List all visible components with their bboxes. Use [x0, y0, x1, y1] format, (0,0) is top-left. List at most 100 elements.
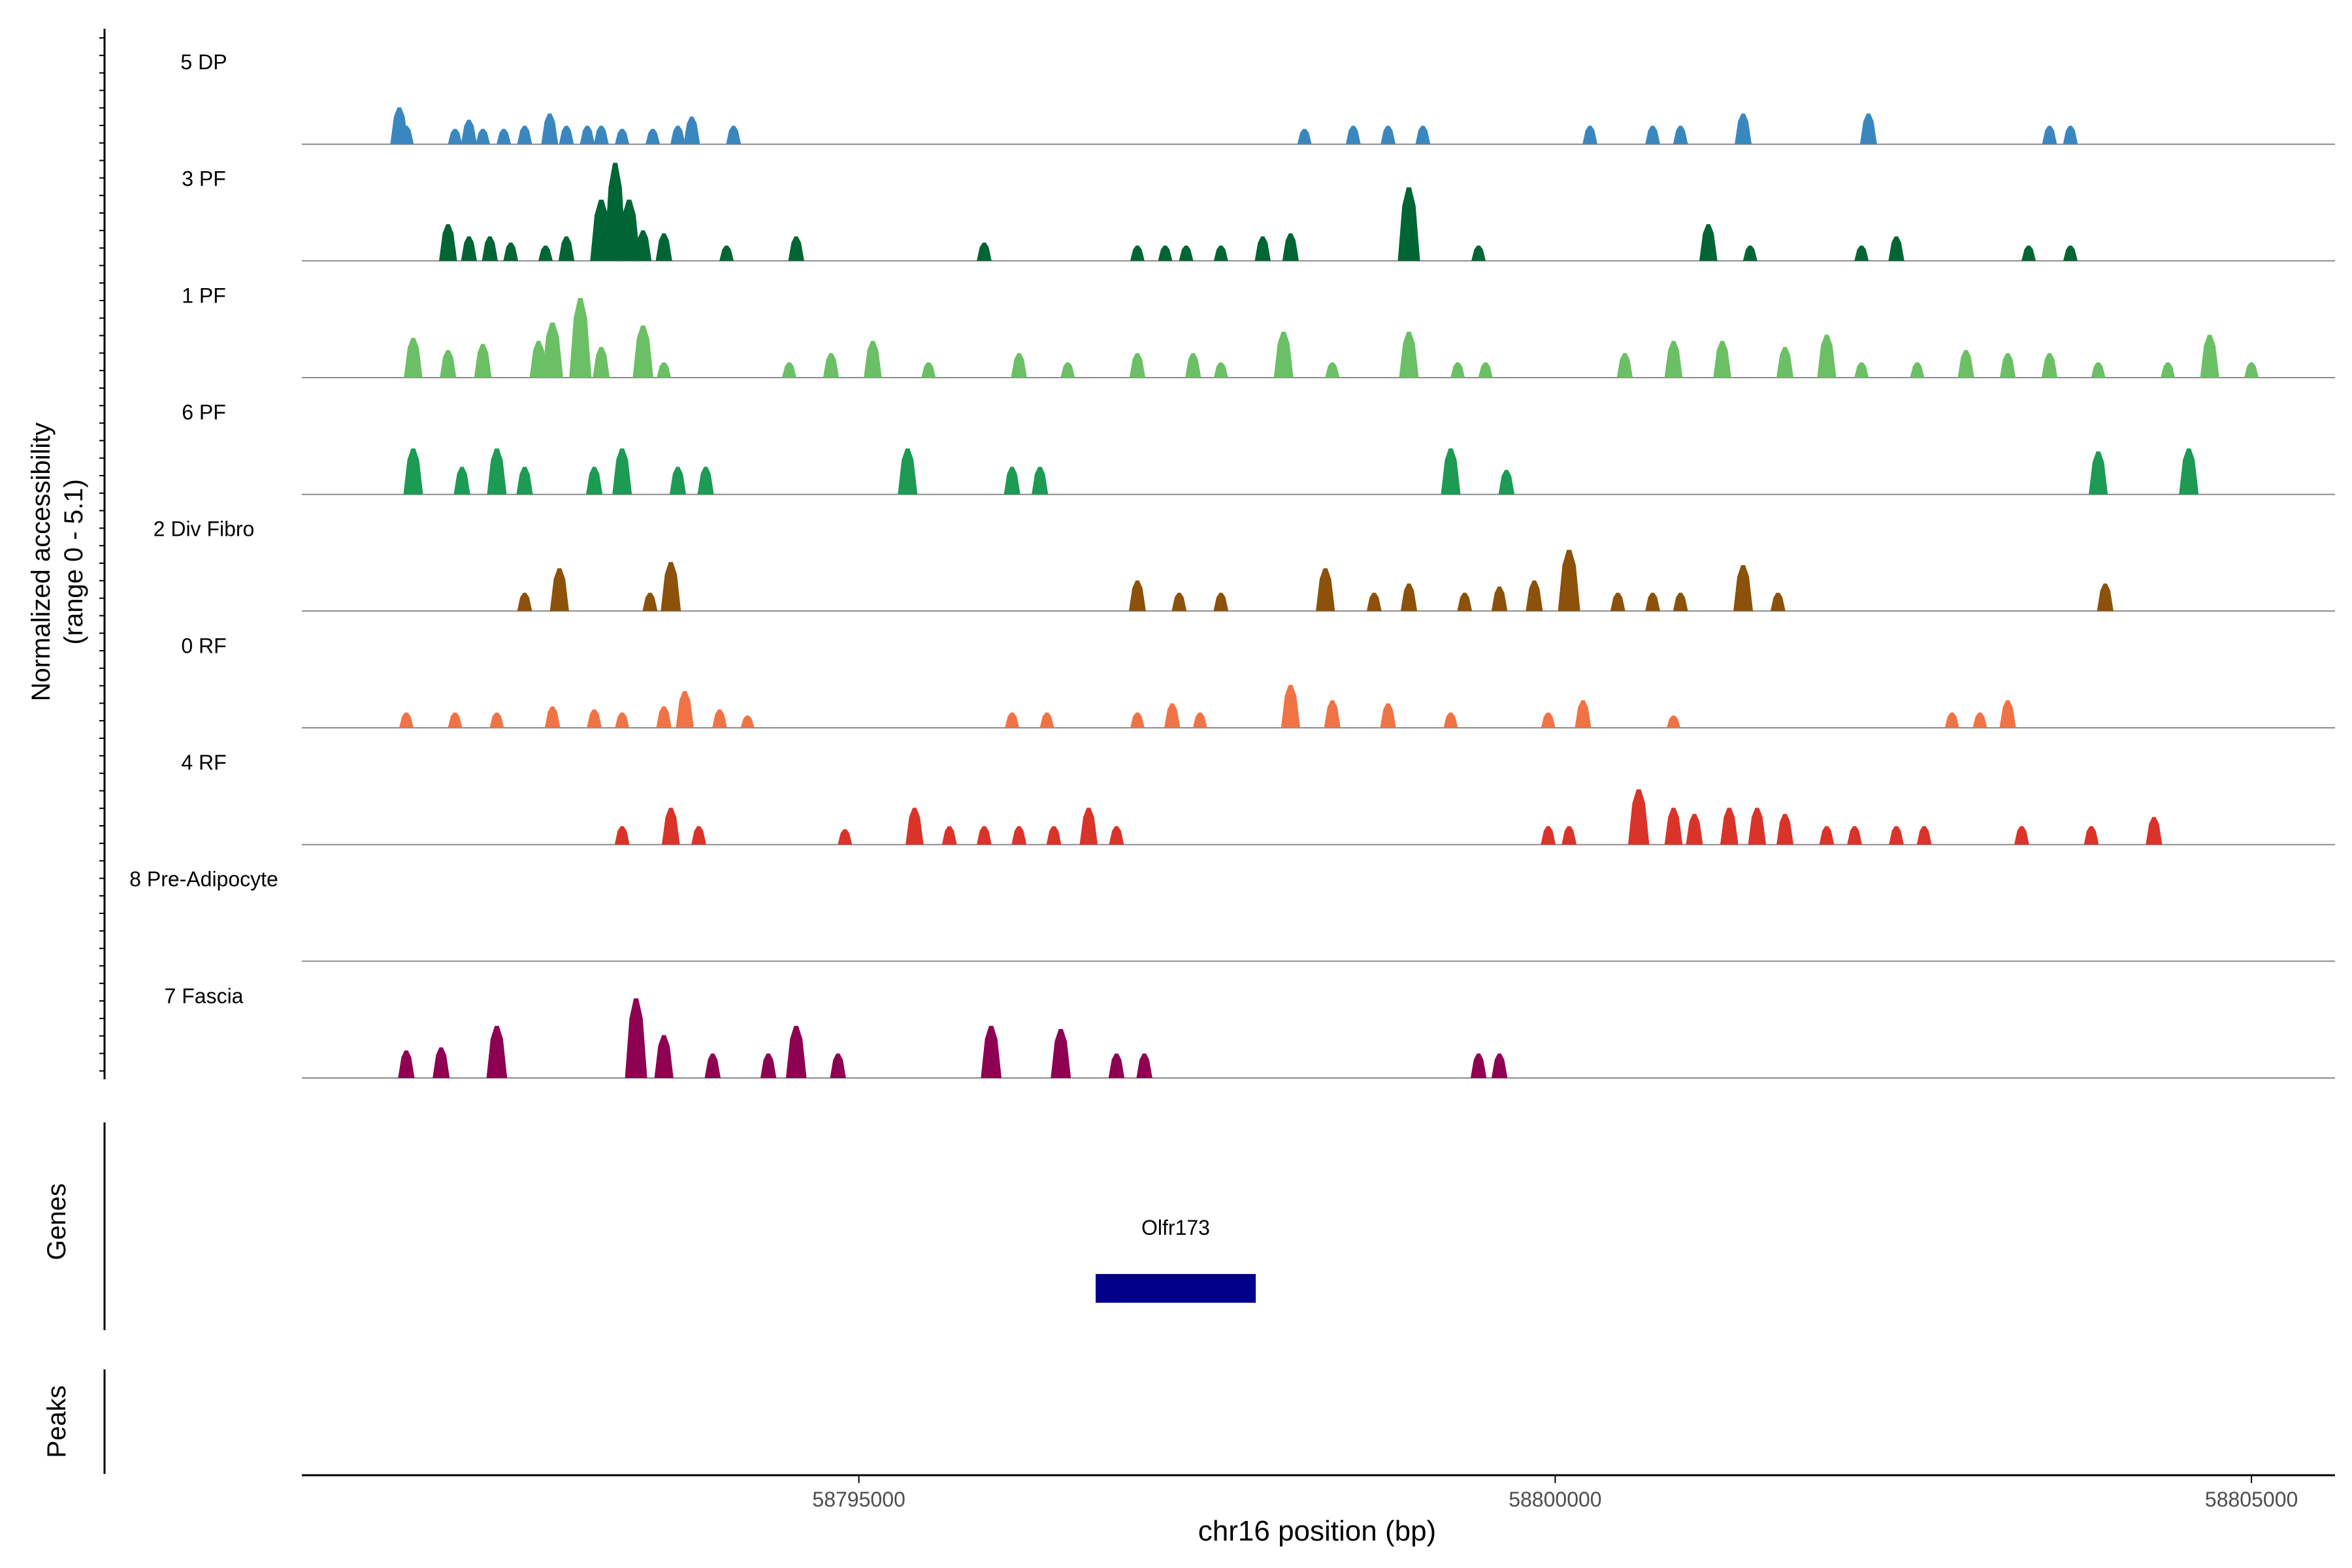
track-label: 3 PF — [182, 167, 226, 191]
coverage-peak — [1999, 353, 2016, 378]
coverage-peak — [1541, 826, 1556, 845]
coverage-peak — [719, 245, 734, 261]
coverage-peak — [662, 808, 680, 845]
gene-body — [1096, 1274, 1256, 1303]
track-7-fascia: 7 Fascia — [165, 984, 2335, 1079]
track-3-pf: 3 PF — [182, 163, 2335, 262]
coverage-peak — [921, 362, 936, 378]
x-tick-label: 58805000 — [2205, 1488, 2298, 1511]
coverage-peak — [517, 125, 532, 144]
coverage-peak — [2097, 583, 2114, 612]
coverage-peak — [661, 562, 681, 612]
coverage-peak — [1817, 335, 1837, 378]
coverage-peak — [1213, 593, 1229, 612]
coverage-peak — [2041, 353, 2058, 378]
coverage-peak — [1859, 113, 1877, 144]
coverage-peak — [586, 466, 603, 495]
coverage-peak — [1450, 362, 1465, 378]
coverage-peak — [1610, 593, 1625, 612]
y-axis-ticks — [99, 37, 105, 1072]
coverage-peak — [1742, 245, 1757, 261]
coverage-peak — [1039, 712, 1054, 728]
x-axis-ticks: 58795000 58800000 58805000 — [812, 1475, 2298, 1511]
coverage-peak — [580, 125, 595, 144]
coverage-peak — [1645, 593, 1660, 612]
coverage-peak — [712, 709, 727, 728]
coverage-peak — [1673, 593, 1688, 612]
coverage-peak — [453, 466, 470, 495]
coverage-peak — [1164, 703, 1181, 728]
coverage-peak — [1889, 826, 1904, 845]
coverage-peak — [486, 1026, 508, 1078]
coverage-peak — [617, 199, 640, 261]
coverage-peak — [489, 712, 504, 728]
coverage-peak — [538, 245, 553, 261]
coverage-peak — [656, 706, 672, 728]
coverage-peak — [2083, 826, 2099, 845]
coverage-peak — [1005, 712, 1020, 728]
coverage-peak — [1109, 826, 1124, 845]
coverage-peak — [549, 568, 569, 612]
coverage-peak — [1771, 593, 1786, 612]
coverage-peak — [1325, 362, 1340, 378]
coverage-peak — [1366, 593, 1382, 612]
coverage-peak — [1854, 362, 1869, 378]
track-label: 6 PF — [182, 400, 226, 424]
coverage-peak — [1478, 362, 1493, 378]
coverage-peak — [1011, 353, 1027, 378]
coverage-peak — [645, 129, 661, 144]
coverage-peak — [657, 362, 672, 378]
coverage-peak — [1664, 808, 1683, 845]
coverage-peak — [1185, 353, 1201, 378]
coverage-peak — [1526, 580, 1543, 612]
coverage-peak — [1032, 466, 1049, 495]
coverage-peak — [760, 1053, 777, 1078]
gene-track: Olfr173 — [1096, 1216, 1256, 1303]
coverage-peak — [1713, 340, 1731, 378]
track-label: 0 RF — [181, 634, 226, 657]
coverage-peak — [740, 715, 755, 728]
coverage-peak — [1108, 1053, 1125, 1078]
coverage-peak — [1128, 580, 1146, 612]
track-label: 7 Fascia — [165, 984, 244, 1007]
coverage-peak — [2014, 826, 2029, 845]
coverage-peak — [1324, 700, 1341, 728]
coverage-peak — [615, 129, 630, 144]
coverage-peak — [593, 125, 609, 144]
x-axis-label: chr16 position (bp) — [1198, 1515, 1436, 1547]
track-label: 2 Div Fibro — [154, 517, 255, 541]
coverage-peak — [1957, 350, 1974, 378]
coverage-peak — [785, 1026, 807, 1078]
coverage-peak — [2089, 451, 2108, 495]
coverage-peak — [2179, 448, 2199, 495]
track-4-rf: 4 RF — [181, 751, 2335, 845]
coverage-peak — [655, 233, 672, 261]
coverage-peak — [632, 325, 653, 378]
coverage-peak — [1575, 700, 1592, 728]
coverage-peak — [398, 1050, 415, 1078]
coverage-peak — [1281, 685, 1300, 728]
coverage-peak — [1297, 129, 1312, 144]
coverage-peak — [676, 691, 694, 728]
coverage-peak — [476, 129, 491, 144]
track-6-pf: 6 PF — [182, 400, 2335, 495]
coverage-peak — [1944, 712, 1959, 728]
coverage-peak — [1345, 125, 1361, 144]
coverage-peak — [1060, 362, 1075, 378]
coverage-peak — [1999, 700, 2016, 728]
coverage-peak — [558, 236, 575, 261]
coverage-peak — [503, 242, 519, 261]
coverage-peak — [544, 706, 561, 728]
coverage-peak — [683, 116, 700, 144]
coverage-peak — [1910, 362, 1925, 378]
coverage-peak — [941, 826, 957, 845]
coverage-peak — [448, 129, 463, 144]
coverage-peak — [2091, 362, 2106, 378]
coverage-peak — [1079, 808, 1098, 845]
coverage-peak — [1051, 1029, 1071, 1078]
coverage-peak — [1380, 125, 1396, 144]
coverage-peak — [403, 448, 423, 495]
coverage-peak — [593, 347, 610, 378]
